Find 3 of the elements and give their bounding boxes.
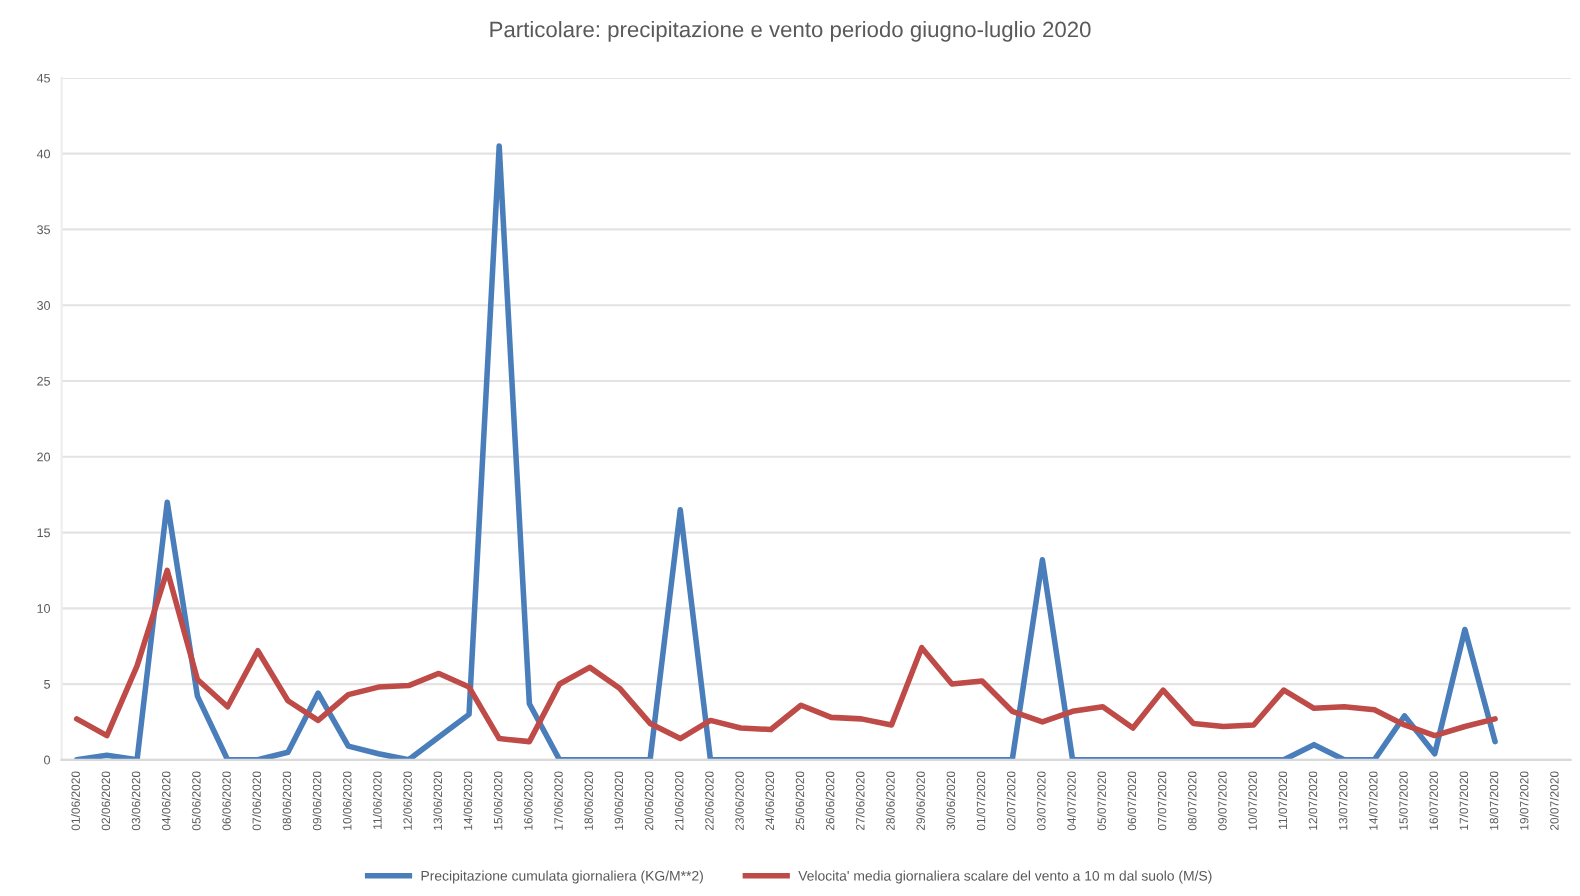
- chart-title: Particolare: precipitazione e vento periodo giugno-luglio 2020: [490, 21, 1091, 42]
- line-series: [73, 143, 1498, 760]
- line-series: [73, 567, 1498, 745]
